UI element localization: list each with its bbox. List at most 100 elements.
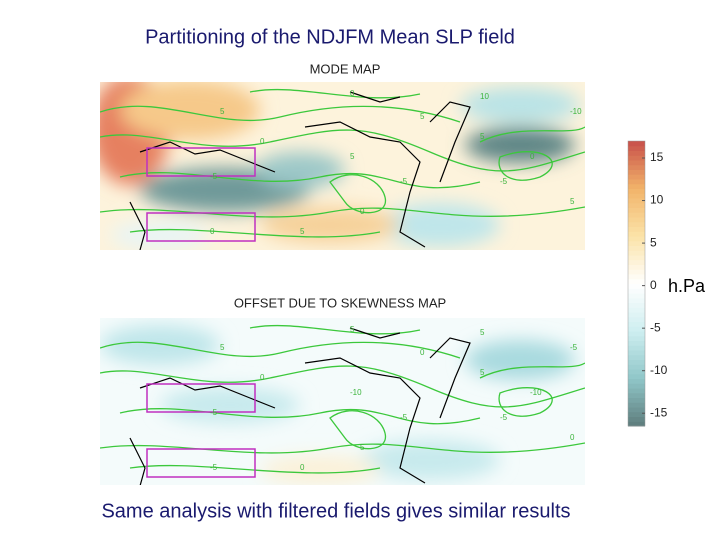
- contour-label: -5: [400, 413, 408, 422]
- contour-label: -5: [400, 177, 408, 186]
- region-box: [146, 147, 256, 177]
- colorbar-step: [628, 269, 645, 275]
- colorbar-step: [628, 354, 645, 360]
- colorbar-unit: h.Pa: [668, 276, 706, 296]
- colorbar-step: [628, 340, 645, 346]
- contour: [100, 105, 461, 123]
- colorbar-step: [628, 316, 645, 322]
- contour: [129, 464, 381, 474]
- colorbar-step: [628, 145, 645, 151]
- colorbar-step: [628, 259, 645, 265]
- colorbar-step: [628, 245, 645, 251]
- colorbar-step: [628, 411, 645, 417]
- contour-label: 0: [300, 463, 305, 472]
- colorbar-step: [628, 307, 645, 313]
- contour-label: 5: [300, 227, 305, 236]
- colorbar-step: [628, 297, 645, 303]
- contour: [100, 341, 461, 359]
- colorbar-step: [628, 350, 645, 356]
- colorbar-step: [628, 326, 645, 332]
- contour-label: 5: [350, 325, 355, 334]
- colorbar: 15 10 5 0 -5 -10 -15: [627, 140, 668, 427]
- coastline: [129, 91, 471, 250]
- contour-label: 5: [480, 132, 485, 141]
- contour-label: 0: [350, 89, 355, 98]
- contour: [119, 408, 481, 425]
- colorbar-step: [628, 321, 645, 327]
- contour-label: -10: [570, 107, 582, 116]
- contour: [329, 410, 386, 450]
- colorbar-frame: [627, 140, 646, 427]
- region-box: [146, 383, 256, 413]
- contour-label: 0: [210, 227, 215, 236]
- contour: [498, 151, 553, 181]
- contour: [479, 362, 585, 379]
- contour-label: 5: [350, 152, 355, 161]
- colorbar-step: [628, 364, 645, 370]
- colorbar-step: [628, 373, 645, 379]
- contour: [100, 365, 585, 408]
- colorbar-step: [628, 226, 645, 232]
- colorbar-step: [628, 202, 645, 208]
- colorbar-step: [628, 207, 645, 213]
- colorbar-step: [628, 255, 645, 261]
- colorbar-step: [628, 164, 645, 170]
- colorbar-step: [628, 240, 645, 246]
- contour-label: 5: [570, 197, 575, 206]
- colorbar-step: [628, 221, 645, 227]
- map-title: OFFSET DUE TO SKEWNESS MAP: [234, 295, 446, 310]
- contour-label: -5: [210, 172, 218, 181]
- contour-label: 0: [570, 433, 575, 442]
- contour-label: 5: [480, 328, 485, 337]
- contour-label: 5: [420, 112, 425, 121]
- colorbar-step: [628, 250, 645, 256]
- contour: [100, 442, 585, 454]
- colorbar-step: [628, 335, 645, 341]
- offset-map: 5 0 -5 -10 5 0 -5 -10 5 -5 0 5 -5 0 5 -5: [100, 318, 585, 485]
- colorbar-step: [628, 160, 645, 166]
- colorbar-step: [628, 264, 645, 270]
- contour-label: 0: [260, 137, 265, 146]
- colorbar-step: [628, 288, 645, 294]
- contour-label: -5: [210, 463, 218, 472]
- slide-title: Partitioning of the NDJFM Mean SLP field: [145, 26, 515, 48]
- colorbar-step: [628, 169, 645, 175]
- colorbar-step: [628, 217, 645, 223]
- colorbar-step: [628, 188, 645, 194]
- contour: [479, 126, 585, 143]
- colorbar-tick-label: 5: [650, 235, 657, 249]
- colorbar-step: [628, 193, 645, 199]
- colorbar-step: [628, 183, 645, 189]
- colorbar-step: [628, 174, 645, 180]
- region-box: [146, 448, 256, 478]
- colorbar-step: [628, 378, 645, 384]
- colorbar-step: [628, 179, 645, 185]
- contour-label: 0: [260, 373, 265, 382]
- colorbar-step: [628, 416, 645, 422]
- colorbar-step: [628, 283, 645, 289]
- colorbar-step: [628, 359, 645, 365]
- contour-label: -10: [350, 388, 362, 397]
- contour-label: 0: [530, 152, 535, 161]
- contour: [100, 206, 585, 218]
- contour-label: 5: [220, 107, 225, 116]
- contour: [498, 387, 553, 417]
- colorbar-step: [628, 331, 645, 337]
- coastline: [129, 327, 471, 485]
- colorbar-step: [628, 231, 645, 237]
- colorbar-step: [628, 383, 645, 389]
- contour: [329, 174, 386, 214]
- colorbar-step: [628, 150, 645, 156]
- contour-label: 5: [360, 443, 365, 452]
- contour: [129, 228, 381, 238]
- contour: [100, 129, 585, 172]
- region-box: [146, 212, 256, 242]
- colorbar-tick-label: 10: [650, 193, 664, 207]
- caption: Same analysis with filtered fields gives…: [101, 500, 570, 522]
- contour-label: 10: [480, 92, 489, 101]
- colorbar-tick-label: -15: [650, 405, 668, 419]
- colorbar-step: [628, 402, 645, 408]
- colorbar-step: [628, 397, 645, 403]
- colorbar-tick-label: 15: [650, 150, 664, 164]
